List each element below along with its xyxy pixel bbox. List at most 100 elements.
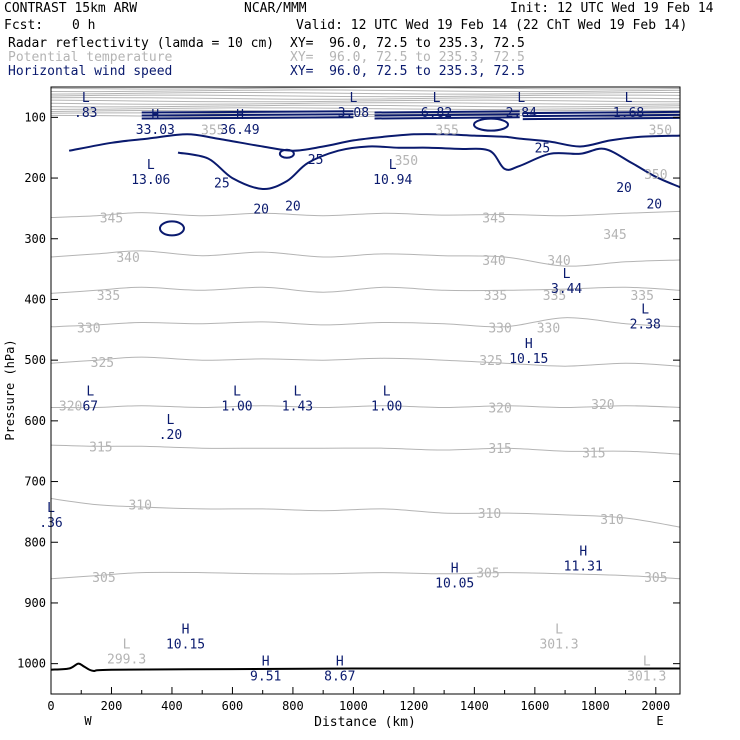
- contour-label: 355: [201, 123, 224, 138]
- jet-core-contour: [374, 110, 520, 114]
- theta-contour-340: [51, 250, 680, 267]
- contour-label: 315: [89, 440, 112, 455]
- x-tick-label: 2000: [641, 699, 670, 713]
- wind-closed-contour: [278, 148, 295, 159]
- extremum-low-marker: L: [433, 91, 441, 106]
- y-tick-label: 600: [24, 414, 46, 428]
- extremum-value: 1.68: [613, 106, 644, 121]
- fcst-label: Fcst:: [4, 18, 44, 33]
- extremum-high-marker: H: [451, 562, 459, 577]
- extremum-high-marker: H: [336, 654, 344, 669]
- x-tick-label: 1000: [339, 699, 368, 713]
- wind-closed-contour: [158, 220, 185, 237]
- plot-frame: [50, 86, 681, 695]
- contour-label: 310: [478, 507, 501, 522]
- jet-core-contour: [141, 110, 354, 114]
- contour-label: 25: [535, 142, 551, 157]
- extremum-value: 2.84: [506, 106, 537, 121]
- extremum-value: 2.38: [630, 317, 661, 332]
- contour-label: 305: [476, 567, 499, 582]
- x-tick-label: 1600: [520, 699, 549, 713]
- stratosphere-isentrope: [51, 97, 680, 100]
- extremum-value: 1.43: [282, 399, 313, 414]
- axes: 0 200 400 600 800 1000 1200 1400 1600 1800 2000 100…: [17, 110, 680, 713]
- jet-core-contour: [141, 116, 354, 120]
- contour-label: 310: [128, 499, 151, 514]
- contour-label: 25: [308, 153, 324, 168]
- contour-label: 350: [395, 154, 418, 169]
- y-tick-label: 700: [24, 475, 46, 489]
- contour-label: 355: [435, 123, 458, 138]
- extrema-labels: L.83 H33.03H36.49L3.08L6.82L2.84L1.68L13.…: [39, 91, 666, 684]
- stratosphere-isentrope: [51, 94, 680, 98]
- theta-contours: [51, 210, 680, 580]
- extremum-high-marker: H: [151, 108, 159, 123]
- contour-label: 345: [100, 212, 123, 227]
- extremum-low-marker: L: [625, 91, 633, 106]
- theta-contour-305: [51, 571, 680, 580]
- wind-closed-contour: [472, 117, 509, 132]
- jet-core-contour: [374, 116, 520, 120]
- extremum-value: 8.67: [324, 669, 355, 684]
- terrain-surface: [50, 662, 680, 673]
- extremum-value: 13.06: [131, 173, 170, 188]
- extremum-high-marker: H: [579, 545, 587, 560]
- stratosphere-isentrope: [51, 87, 680, 90]
- extremum-value: 301.3: [627, 669, 666, 684]
- contour-labels: 345 345 345 340 340 340 335 335 335 335 330 330 330 3…: [59, 123, 672, 585]
- contour-label: 20: [285, 199, 301, 214]
- jet-core-contour: [374, 113, 520, 117]
- y-tick-label: 400: [24, 292, 46, 306]
- field-wind-xy: XY= 96.0, 72.5 to 235.3, 72.5: [290, 64, 525, 79]
- extremum-value: .83: [74, 106, 97, 121]
- stratosphere-isentrope: [51, 92, 680, 95]
- y-tick-label: 100: [24, 110, 46, 124]
- extremum-low-marker: L: [294, 384, 302, 399]
- extremum-low-marker: L: [389, 158, 397, 173]
- contour-label: 335: [97, 289, 120, 304]
- extremum-low-marker: L: [555, 622, 563, 637]
- theta-contour-330: [51, 317, 680, 328]
- extremum-value: 9.51: [250, 669, 281, 684]
- extremum-high-marker: H: [525, 337, 533, 352]
- extremum-value: 3.08: [338, 106, 369, 121]
- wind-contour-20: [177, 145, 680, 191]
- extremum-value: 10.15: [509, 352, 548, 367]
- terrain-line: [50, 662, 680, 673]
- jet-core-contour: [522, 113, 680, 118]
- jet-core-contour: [522, 116, 680, 121]
- y-tick-label: 800: [24, 535, 46, 549]
- theta-contour-335: [51, 286, 680, 294]
- x-tick-label: 800: [282, 699, 304, 713]
- contour-label: 350: [649, 123, 672, 138]
- extremum-value: 33.03: [136, 123, 175, 138]
- jet-core-contour: [141, 113, 354, 117]
- y-tick-label: 900: [24, 596, 46, 610]
- contour-label: 320: [59, 400, 82, 415]
- jet-core-contour: [522, 110, 680, 115]
- stratosphere-isentrope: [51, 89, 680, 93]
- contour-label: 315: [582, 446, 605, 461]
- contour-label: 335: [630, 289, 653, 304]
- stratosphere-isentrope: [51, 104, 680, 108]
- theta-contour-310: [51, 498, 680, 528]
- extremum-low-marker: L: [123, 637, 131, 652]
- contour-label: 345: [603, 228, 626, 243]
- contour-label: 320: [488, 401, 511, 416]
- y-tick-label: 500: [24, 353, 46, 367]
- contour-label: 25: [214, 176, 230, 191]
- extremum-value: 10.15: [166, 637, 205, 652]
- contour-label: 305: [92, 571, 115, 586]
- stratosphere-isentrope: [51, 102, 680, 105]
- contour-label: 335: [543, 289, 566, 304]
- theta-contour-315: [51, 444, 680, 455]
- field-wind-name: Horizontal wind speed: [8, 64, 173, 79]
- contour-label: 320: [591, 398, 614, 413]
- contour-label: 315: [488, 442, 511, 457]
- theta-contour-345: [51, 210, 680, 218]
- extremum-value: .20: [159, 428, 182, 443]
- contour-label: 20: [253, 202, 269, 217]
- org-label: NCAR/MMM: [244, 1, 307, 16]
- wind-contours: [68, 110, 680, 237]
- field-theta-xy: XY= 96.0, 72.5 to 235.3, 72.5: [290, 50, 525, 65]
